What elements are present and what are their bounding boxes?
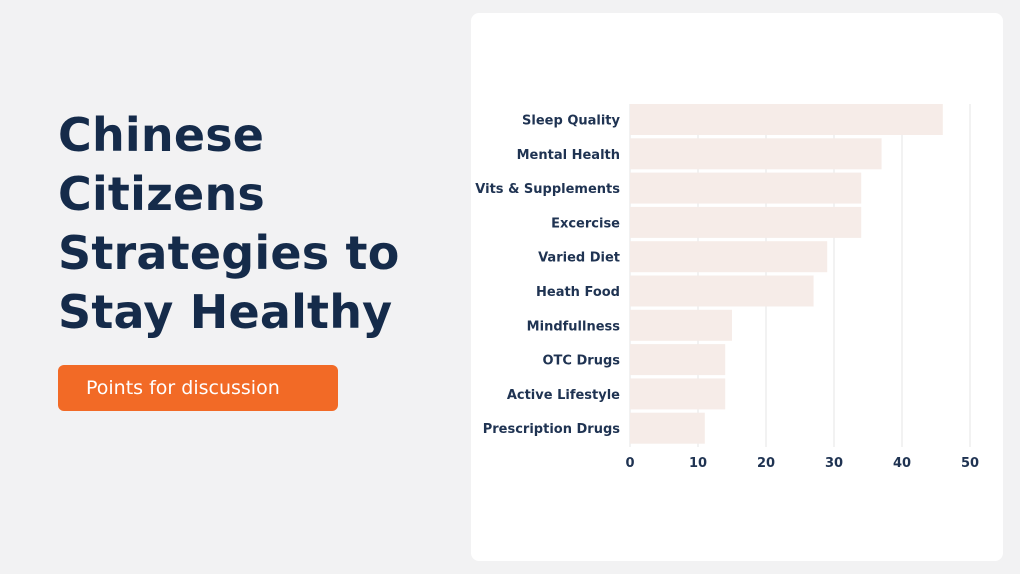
points-for-discussion-button[interactable]: Points for discussion bbox=[58, 365, 338, 411]
category-label: Heath Food bbox=[536, 285, 620, 300]
category-label: Varied Diet bbox=[538, 251, 620, 266]
bar-otc-drugs bbox=[630, 344, 726, 376]
x-tick-label: 20 bbox=[757, 456, 775, 471]
bar-heath-food bbox=[630, 275, 814, 307]
category-label: Active Lifestyle bbox=[507, 388, 620, 403]
bar-active-lifestyle bbox=[630, 378, 726, 410]
x-axis-ticks: 0 10 20 30 40 50 bbox=[625, 456, 979, 471]
category-labels: Sleep Quality Mental Health Vits & Supplem… bbox=[475, 114, 620, 438]
x-tick-label: 10 bbox=[689, 456, 707, 471]
category-label: Sleep Quality bbox=[522, 114, 620, 129]
category-label: Excercise bbox=[551, 216, 620, 231]
category-label: Mindfullness bbox=[527, 319, 621, 334]
x-tick-label: 40 bbox=[893, 456, 911, 471]
category-label: Mental Health bbox=[517, 148, 620, 163]
bars bbox=[630, 104, 943, 444]
chart-card: Sleep Quality Mental Health Vits & Supplem… bbox=[471, 13, 1003, 561]
bar-sleep-quality bbox=[630, 104, 943, 135]
category-label: Prescription Drugs bbox=[483, 422, 621, 437]
bar-excercise bbox=[630, 206, 862, 238]
category-label: OTC Drugs bbox=[543, 354, 621, 369]
bar-mental-health bbox=[630, 138, 882, 170]
bar-chart: Sleep Quality Mental Health Vits & Supplem… bbox=[475, 104, 979, 471]
bar-vits-supplements bbox=[630, 172, 862, 204]
bar-mindfullness bbox=[630, 309, 732, 341]
bar-varied-diet bbox=[630, 241, 828, 273]
page-title: Chinese Citizens Strategies to Stay Heal… bbox=[58, 108, 400, 339]
bar-prescription-drugs bbox=[630, 412, 705, 444]
x-tick-label: 30 bbox=[825, 456, 843, 471]
x-tick-label: 50 bbox=[961, 456, 979, 471]
x-tick-label: 0 bbox=[625, 456, 634, 471]
category-label: Vits & Supplements bbox=[475, 182, 620, 197]
